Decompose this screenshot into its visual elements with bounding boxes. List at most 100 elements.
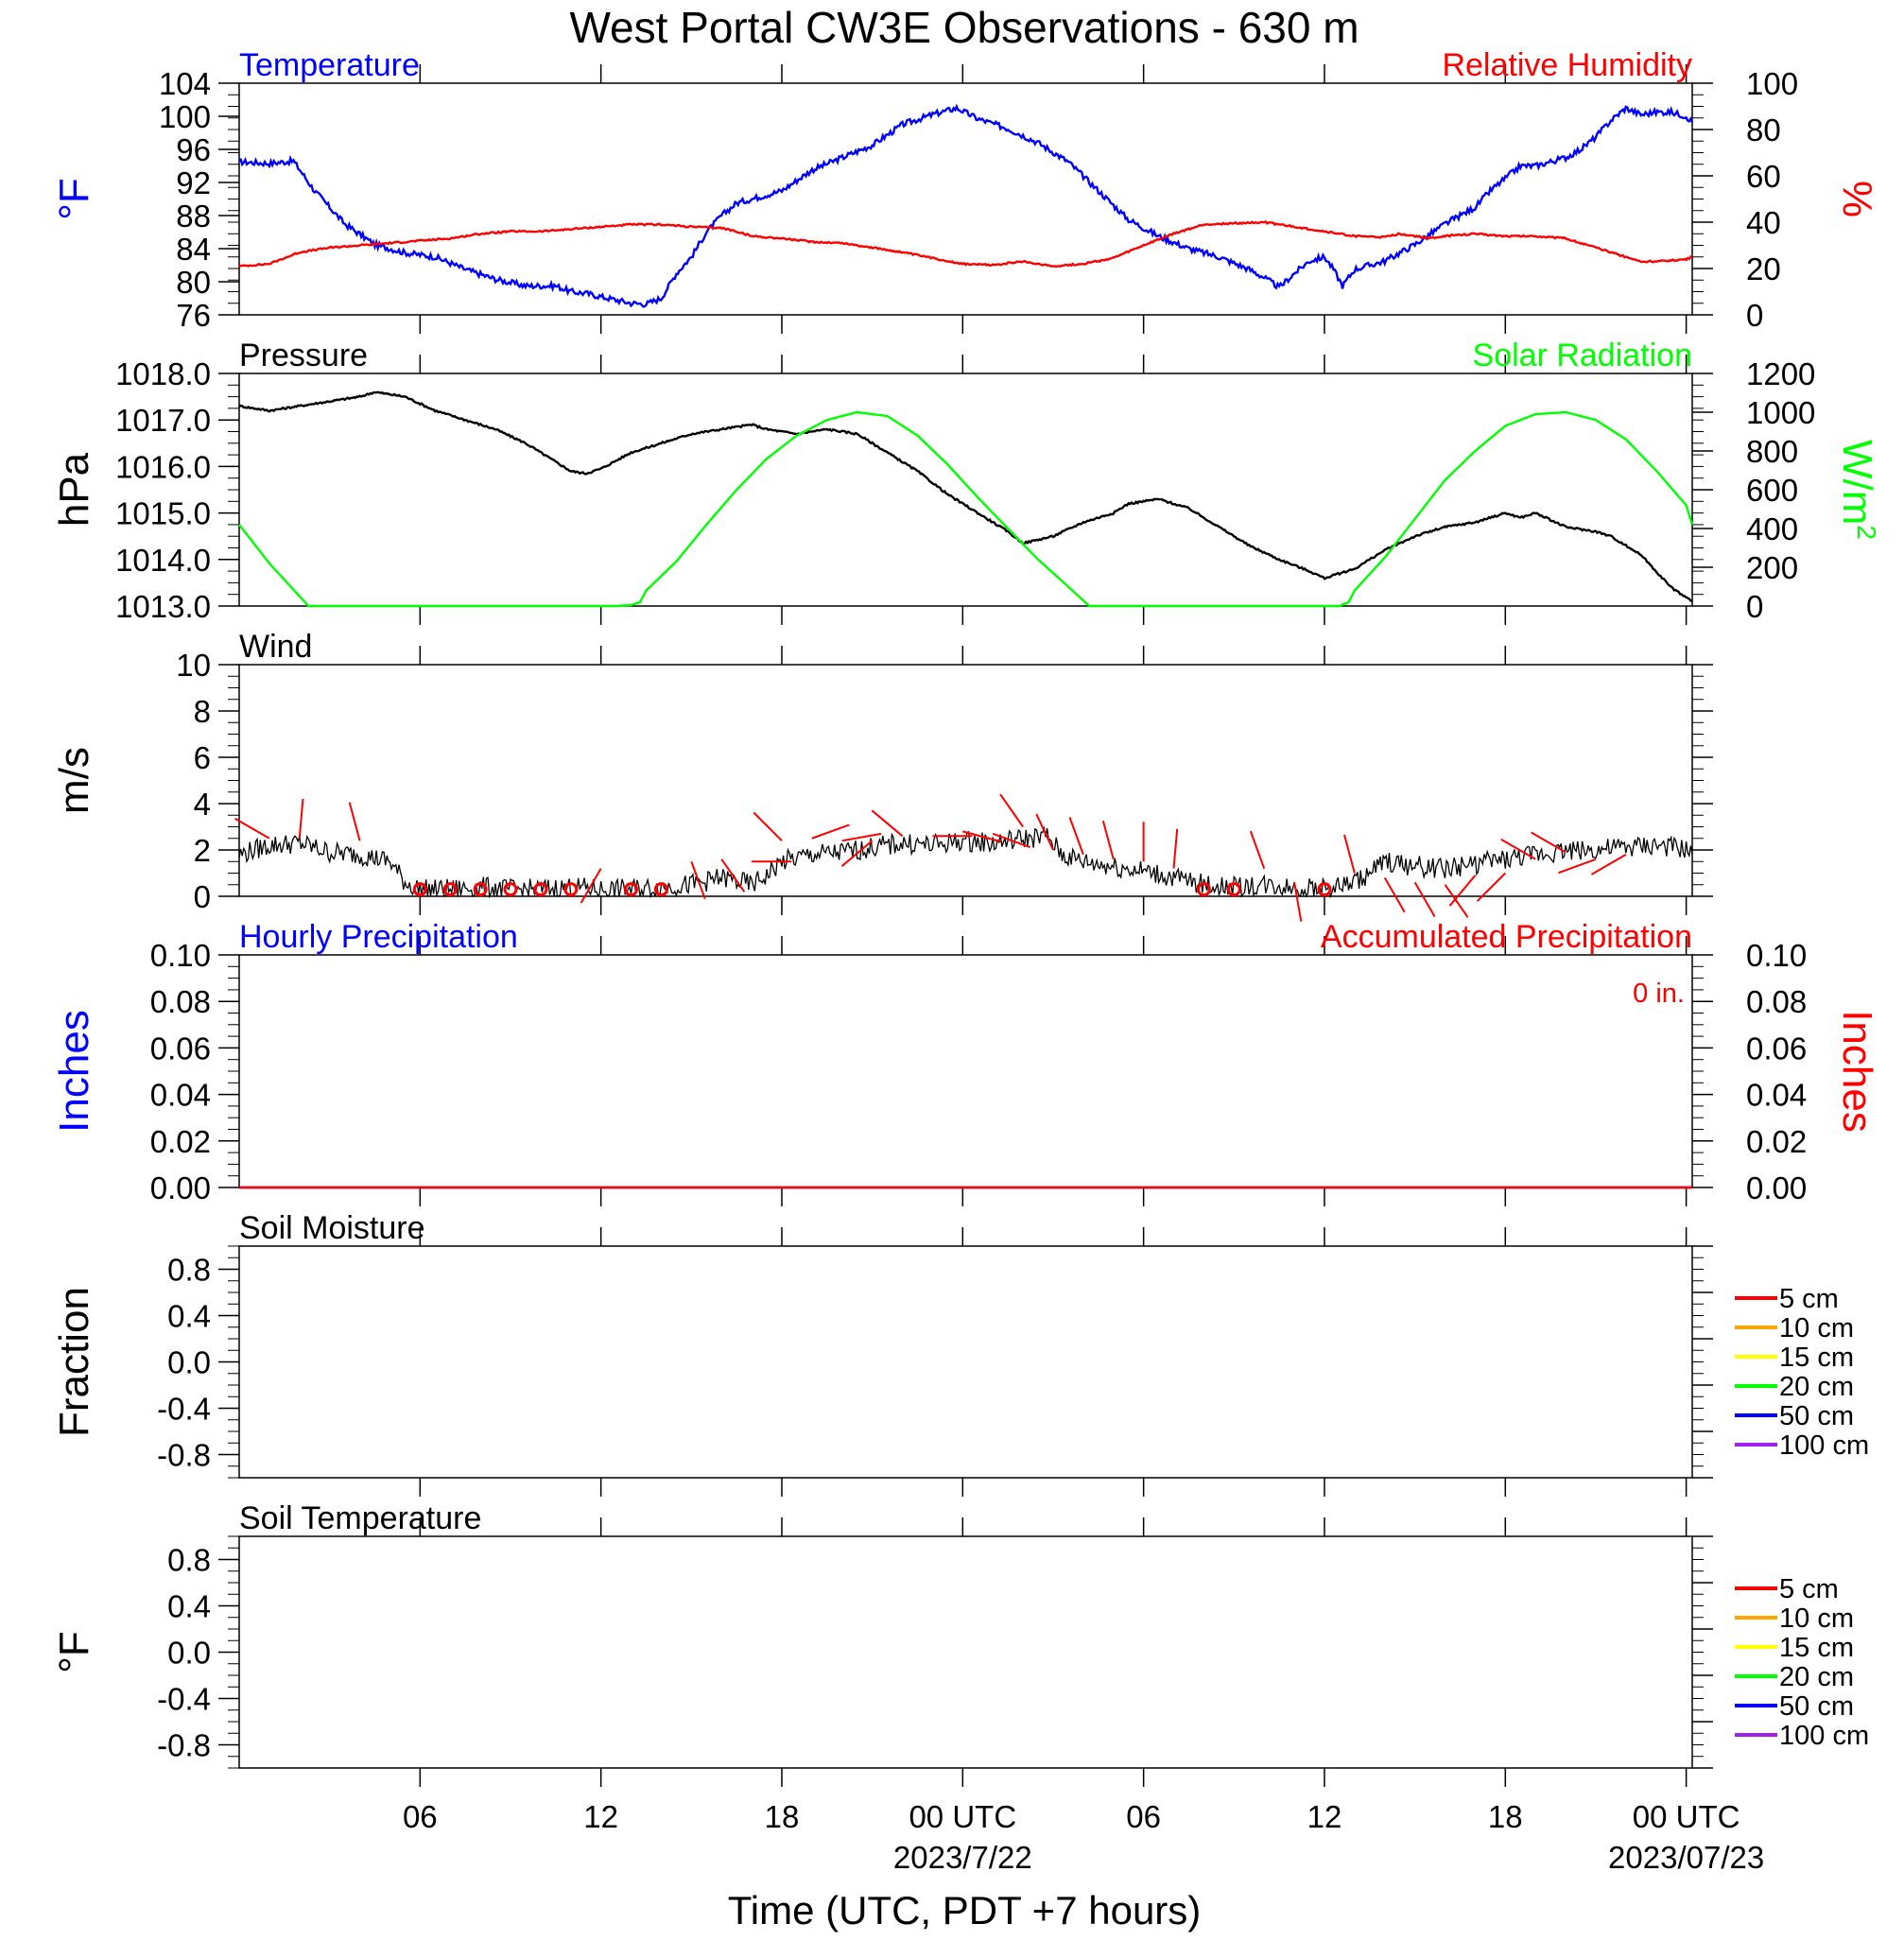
- wind-barb-calm: [503, 882, 518, 897]
- panel-title-left: Wind: [239, 629, 312, 665]
- x-tick-label: 12: [1307, 1799, 1342, 1834]
- wind-barb: [298, 798, 304, 839]
- y-axis-label-left: Inches: [51, 1010, 97, 1133]
- y-tick-label-left: 88: [176, 199, 211, 234]
- y-tick-label-left: 96: [176, 132, 211, 167]
- wind-barb: [1558, 858, 1597, 875]
- panel-frame: [238, 1245, 1693, 1479]
- y-tick-label-left: -0.8: [157, 1438, 211, 1473]
- wind-barb: [1531, 831, 1566, 854]
- wind-barb: [753, 811, 783, 841]
- x-tick-label: 06: [1126, 1799, 1161, 1834]
- panel-title-right: Relative Humidity: [1442, 47, 1692, 83]
- panel-title-left: Hourly Precipitation: [239, 919, 518, 955]
- series-line-wind-speed: [238, 825, 1693, 899]
- y-tick-label-left: 76: [176, 298, 211, 333]
- wind-barb-calm: [653, 882, 668, 897]
- wind-barb: [992, 832, 1031, 849]
- x-tick-label: 06: [403, 1799, 438, 1834]
- panel-frame: [238, 954, 1693, 1188]
- y-tick-label-left: 0.08: [150, 984, 211, 1019]
- y-tick-label-right: 40: [1746, 205, 1781, 240]
- wind-barb: [1413, 881, 1436, 918]
- y-tick-label-left: 1015.0: [115, 496, 211, 531]
- y-tick-label-left: 1013.0: [115, 589, 211, 624]
- wind-barb-calm: [1196, 882, 1211, 897]
- y-tick-label-right: 0.02: [1746, 1124, 1807, 1159]
- x-axis-label: Time (UTC, PDT +7 hours): [728, 1888, 1202, 1932]
- series-line-temperature: [238, 103, 1694, 308]
- y-tick-label-left: 10: [176, 648, 211, 683]
- panel-title-left: Soil Temperature: [239, 1500, 481, 1536]
- y-tick-label-left: 0.8: [167, 1543, 211, 1578]
- legend-label: 20 cm: [1779, 1662, 1854, 1692]
- series-line-pressure: [238, 390, 1693, 603]
- chart-title: West Portal CW3E Observations - 630 m: [569, 3, 1359, 52]
- wind-barb: [1590, 854, 1627, 875]
- y-tick-label-left: 80: [176, 265, 211, 300]
- x-tick-date-label: 2023/07/23: [1608, 1840, 1764, 1875]
- wind-barb-calm: [1226, 882, 1241, 897]
- wind-barb: [999, 793, 1024, 828]
- y-tick-label-left: 0.8: [167, 1253, 211, 1288]
- y-tick-label-right: 0: [1746, 298, 1763, 333]
- legend-label: 5 cm: [1779, 1284, 1839, 1314]
- panel-frame: [238, 1535, 1693, 1769]
- y-tick-label-right: 60: [1746, 159, 1781, 194]
- y-axis-label-right: W/m2: [1834, 440, 1882, 540]
- panel-annotation: 0 in.: [1633, 979, 1685, 1009]
- y-tick-label-left: 0.0: [167, 1636, 211, 1671]
- y-tick-label-right: 1200: [1746, 356, 1815, 391]
- y-tick-label-right: 800: [1746, 434, 1798, 469]
- wind-barb: [348, 802, 361, 841]
- y-tick-label-left: 1018.0: [115, 356, 211, 391]
- y-tick-label-left: 1014.0: [115, 543, 211, 578]
- y-tick-label-left: 6: [194, 740, 211, 775]
- legend-label: 15 cm: [1779, 1633, 1854, 1663]
- panel-title-left: Soil Moisture: [239, 1210, 425, 1246]
- y-tick-label-left: 0.10: [150, 938, 211, 973]
- y-tick-label-left: 0.00: [150, 1170, 211, 1205]
- y-tick-label-left: 0.04: [150, 1078, 211, 1113]
- y-tick-label-right: 1000: [1746, 395, 1815, 430]
- wind-barb: [1101, 820, 1115, 860]
- y-tick-label-left: -0.4: [157, 1392, 211, 1427]
- legend-label: 5 cm: [1779, 1574, 1839, 1604]
- panels: 104100969288848076100806040200Temperatur…: [51, 47, 1882, 1787]
- wind-barb: [1444, 884, 1469, 918]
- panel-1: 104100969288848076100806040200Temperatur…: [51, 47, 1880, 334]
- panel-title-left: Pressure: [239, 338, 368, 373]
- y-tick-label-left: 1016.0: [115, 449, 211, 484]
- y-tick-label-right: 20: [1746, 251, 1781, 286]
- panel-frame: [238, 82, 1693, 316]
- y-tick-label-left: 4: [194, 787, 211, 822]
- wind-barb: [1500, 838, 1536, 860]
- wind-barb-calm: [533, 882, 548, 897]
- wind-barb: [1476, 872, 1507, 902]
- y-tick-label-right: 0.04: [1746, 1078, 1807, 1113]
- x-tick-label: 12: [583, 1799, 618, 1834]
- y-axis-label-left: °F: [51, 178, 97, 219]
- y-tick-label-left: 8: [194, 694, 211, 729]
- legend-label: 100 cm: [1779, 1721, 1869, 1751]
- y-tick-label-left: 0.4: [167, 1299, 211, 1334]
- y-axis-label-left: °F: [51, 1631, 97, 1672]
- wind-barb: [1068, 817, 1084, 856]
- legend-label: 50 cm: [1779, 1691, 1854, 1722]
- wind-barb: [962, 830, 1002, 843]
- wind-barb: [1293, 882, 1303, 922]
- y-tick-label-left: 0.0: [167, 1345, 211, 1380]
- panel-frame: [238, 373, 1693, 607]
- x-tick-label: 18: [765, 1799, 800, 1834]
- y-tick-label-left: 92: [176, 165, 211, 200]
- wind-barb: [580, 868, 602, 904]
- y-axis-label-left: m/s: [51, 747, 97, 814]
- legend-label: 15 cm: [1779, 1343, 1854, 1373]
- panel-title-left: Temperature: [239, 47, 420, 83]
- series-line-solar-radiation: [238, 410, 1694, 608]
- x-tick-label: 18: [1488, 1799, 1523, 1834]
- y-tick-label-left: 0.4: [167, 1589, 211, 1624]
- y-axis-label-left: hPa: [51, 452, 97, 527]
